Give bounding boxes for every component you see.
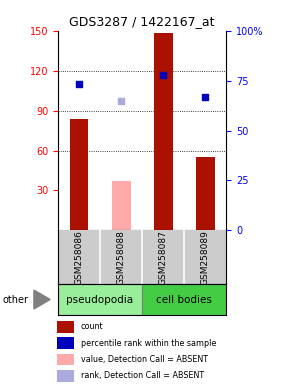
Point	[77, 81, 81, 87]
Text: rank, Detection Call = ABSENT: rank, Detection Call = ABSENT	[81, 371, 204, 380]
Text: percentile rank within the sample: percentile rank within the sample	[81, 339, 216, 348]
Text: GSM258086: GSM258086	[75, 230, 84, 285]
Text: GSM258088: GSM258088	[117, 230, 126, 285]
Bar	[57, 337, 74, 349]
Polygon shape	[34, 290, 50, 309]
Text: cell bodies: cell bodies	[156, 295, 212, 305]
Bar	[58, 284, 142, 315]
Text: pseudopodia: pseudopodia	[66, 295, 134, 305]
Text: value, Detection Call = ABSENT: value, Detection Call = ABSENT	[81, 355, 208, 364]
Point	[203, 94, 208, 100]
Bar	[196, 157, 215, 230]
Bar	[154, 33, 173, 230]
Bar	[70, 119, 88, 230]
Bar	[57, 321, 74, 333]
Text: other: other	[3, 295, 29, 305]
Point	[119, 98, 124, 104]
Text: count: count	[81, 323, 103, 331]
Bar	[142, 284, 226, 315]
Title: GDS3287 / 1422167_at: GDS3287 / 1422167_at	[69, 15, 215, 28]
Text: GSM258087: GSM258087	[159, 230, 168, 285]
Bar	[57, 354, 74, 366]
Text: GSM258089: GSM258089	[201, 230, 210, 285]
Point	[161, 71, 165, 78]
Bar	[112, 181, 130, 230]
Bar	[57, 370, 74, 382]
